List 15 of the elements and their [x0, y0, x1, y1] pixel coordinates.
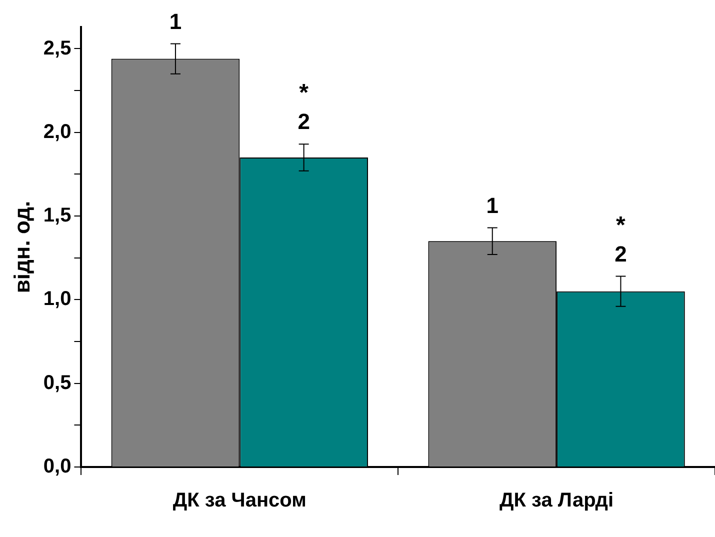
y-axis-title: відн. од.	[9, 200, 34, 294]
y-tick-label: 2,5	[43, 37, 72, 60]
x-tick-label: ДК за Чансом	[172, 490, 306, 512]
series-label: 2	[298, 109, 310, 134]
y-tick-label: 0,5	[43, 372, 72, 394]
annotation: *	[299, 80, 310, 107]
x-tick-label: ДК за Ларді	[500, 490, 614, 512]
y-tick-label: 0,0	[43, 456, 72, 478]
y-tick-label: 2,0	[43, 120, 72, 143]
y-tick-label: 1,0	[43, 288, 72, 310]
text: 2	[614, 241, 627, 266]
annotation: *	[616, 212, 626, 239]
text: 1	[169, 8, 182, 34]
y-tick-label: 1,5	[43, 204, 72, 227]
series-label: 1	[486, 192, 499, 218]
